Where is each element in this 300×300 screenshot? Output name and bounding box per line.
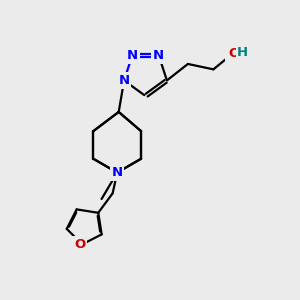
Text: N: N [118, 74, 130, 87]
Text: OH: OH [227, 46, 250, 59]
Text: O: O [229, 47, 240, 60]
Text: N: N [127, 49, 138, 62]
Text: H: H [237, 46, 248, 59]
Text: O: O [74, 238, 85, 251]
Text: N: N [112, 166, 123, 179]
Text: N: N [153, 49, 164, 62]
